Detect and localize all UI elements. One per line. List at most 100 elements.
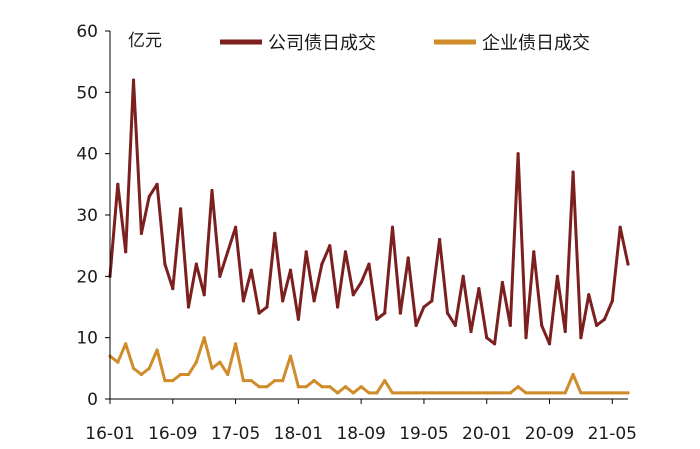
data-point	[406, 256, 410, 260]
data-point	[602, 317, 607, 321]
data-point	[139, 231, 143, 235]
data-point	[257, 311, 261, 315]
data-point	[139, 372, 143, 377]
x-tick-label: 20-09	[525, 424, 574, 444]
data-point	[485, 391, 489, 395]
y-tick-label: 10	[76, 329, 98, 349]
data-point	[547, 391, 552, 395]
data-point	[155, 182, 159, 186]
data-point	[163, 379, 167, 383]
data-point	[422, 305, 426, 309]
data-point	[540, 323, 544, 327]
data-point	[500, 280, 505, 285]
data-point	[124, 342, 128, 346]
data-point	[516, 152, 520, 156]
data-point	[226, 250, 230, 254]
data-point	[131, 78, 136, 82]
data-point	[194, 360, 198, 364]
data-point	[288, 354, 293, 358]
data-point	[124, 250, 128, 254]
data-point	[194, 262, 198, 266]
y-axis-unit-label: 亿元	[128, 31, 162, 51]
data-point	[265, 305, 269, 309]
data-point	[430, 391, 434, 395]
data-point	[336, 391, 340, 395]
data-point	[233, 225, 238, 229]
data-point	[179, 372, 183, 377]
data-point	[351, 293, 355, 297]
data-point	[304, 385, 308, 389]
data-point	[563, 329, 567, 334]
data-point	[390, 225, 395, 229]
data-point	[312, 299, 316, 303]
data-point	[116, 182, 120, 186]
data-point	[147, 195, 151, 199]
data-point	[281, 299, 285, 303]
data-point	[595, 323, 599, 327]
data-point	[438, 391, 442, 395]
data-point	[351, 391, 355, 395]
data-point	[595, 391, 599, 395]
x-tick-label: 21-05	[588, 424, 637, 444]
y-tick-label: 60	[76, 22, 98, 42]
data-point	[563, 391, 567, 395]
data-point	[328, 244, 332, 248]
data-point	[618, 391, 622, 395]
data-point	[383, 379, 387, 383]
series-layer	[108, 78, 630, 395]
data-point	[508, 323, 512, 327]
data-point	[571, 372, 575, 377]
y-tick-label: 0	[87, 390, 98, 410]
data-point	[336, 305, 340, 309]
data-point	[610, 391, 614, 395]
data-point	[186, 372, 191, 377]
data-point	[257, 385, 261, 389]
data-point	[343, 385, 348, 389]
x-tick-label: 18-09	[336, 424, 385, 444]
x-tick-label: 18-01	[274, 424, 323, 444]
data-point	[210, 366, 214, 370]
data-point	[414, 323, 418, 327]
y-tick-label: 20	[76, 267, 98, 287]
data-point	[579, 391, 583, 395]
data-point	[406, 391, 410, 395]
series-line-company-bond	[108, 78, 630, 346]
data-point	[281, 379, 285, 383]
series-line-enterprise-bond	[109, 336, 628, 395]
data-point	[626, 262, 630, 266]
data-point	[618, 225, 622, 229]
data-point	[296, 385, 300, 389]
data-point	[218, 360, 222, 364]
data-point	[179, 207, 183, 211]
data-point	[532, 391, 536, 395]
data-point	[367, 262, 371, 266]
data-point	[343, 250, 348, 254]
data-point	[547, 342, 552, 346]
legend-entry-label: 公司债日成交	[268, 33, 376, 54]
x-tick-label: 19-05	[399, 424, 448, 444]
data-point	[383, 311, 387, 315]
data-point	[359, 280, 363, 285]
data-point	[210, 188, 214, 193]
data-point	[430, 299, 434, 303]
x-tick-label: 16-01	[85, 424, 134, 444]
data-point	[328, 385, 332, 389]
data-point	[500, 391, 505, 395]
data-point	[116, 360, 120, 364]
data-point	[492, 391, 497, 395]
x-tick-label: 16-09	[148, 424, 197, 444]
data-point	[304, 250, 308, 254]
y-tick-label: 50	[76, 83, 98, 103]
data-point	[555, 391, 559, 395]
data-point	[626, 391, 630, 395]
data-point	[453, 391, 457, 395]
data-point	[155, 348, 159, 352]
data-point	[241, 299, 246, 303]
data-point	[147, 366, 151, 370]
data-point	[288, 268, 293, 272]
data-point	[296, 317, 300, 321]
data-point	[571, 170, 575, 174]
data-point	[312, 379, 316, 383]
data-point	[469, 391, 473, 395]
data-point	[171, 287, 175, 291]
